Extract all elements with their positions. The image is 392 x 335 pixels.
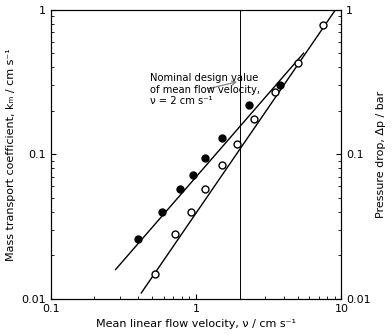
Y-axis label: Mass transport coefficient, kₘ / cm s⁻¹: Mass transport coefficient, kₘ / cm s⁻¹ xyxy=(5,48,16,261)
Text: Nominal design value
of mean flow velocity,
ν = 2 cm s⁻¹: Nominal design value of mean flow veloci… xyxy=(150,73,260,106)
X-axis label: Mean linear flow velocity, ν / cm s⁻¹: Mean linear flow velocity, ν / cm s⁻¹ xyxy=(96,320,296,329)
Y-axis label: Pressure drop, Δp / bar: Pressure drop, Δp / bar xyxy=(376,91,387,218)
